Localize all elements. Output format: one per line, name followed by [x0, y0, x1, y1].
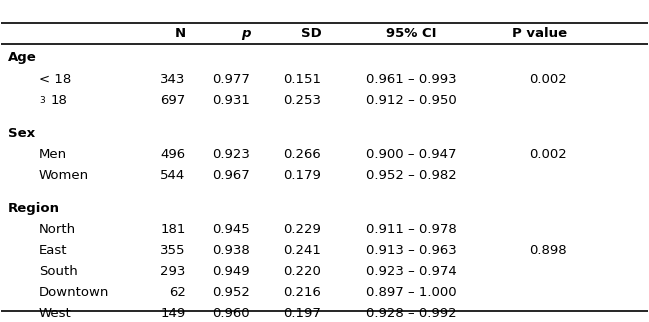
Text: 181: 181: [160, 223, 186, 236]
Text: 343: 343: [160, 72, 186, 86]
Text: 95% CI: 95% CI: [387, 27, 437, 40]
Text: 0.898: 0.898: [529, 244, 567, 257]
Text: N: N: [175, 27, 186, 40]
Text: West: West: [39, 307, 71, 320]
Text: 355: 355: [160, 244, 186, 257]
Text: 62: 62: [169, 286, 186, 299]
Text: 0.949: 0.949: [213, 265, 250, 278]
Text: 149: 149: [160, 307, 186, 320]
Text: 0.266: 0.266: [284, 148, 321, 161]
Text: 0.900 – 0.947: 0.900 – 0.947: [367, 148, 457, 161]
Text: 0.923 – 0.974: 0.923 – 0.974: [367, 265, 457, 278]
Text: 0.151: 0.151: [283, 72, 321, 86]
Text: 18: 18: [51, 94, 67, 107]
Text: 544: 544: [160, 169, 186, 182]
Text: 0.229: 0.229: [284, 223, 321, 236]
Text: 0.961 – 0.993: 0.961 – 0.993: [367, 72, 457, 86]
Text: Region: Region: [8, 202, 60, 215]
Text: 0.253: 0.253: [283, 94, 321, 107]
Text: East: East: [39, 244, 67, 257]
Text: 0.913 – 0.963: 0.913 – 0.963: [367, 244, 457, 257]
Text: Downtown: Downtown: [39, 286, 109, 299]
Text: 0.216: 0.216: [284, 286, 321, 299]
Text: Men: Men: [39, 148, 67, 161]
Text: 293: 293: [160, 265, 186, 278]
Text: p: p: [241, 27, 250, 40]
Text: 697: 697: [160, 94, 186, 107]
Text: 0.952 – 0.982: 0.952 – 0.982: [367, 169, 457, 182]
Text: 0.977: 0.977: [212, 72, 250, 86]
Text: 0.897 – 1.000: 0.897 – 1.000: [367, 286, 457, 299]
Text: 0.241: 0.241: [284, 244, 321, 257]
Text: 496: 496: [160, 148, 186, 161]
Text: < 18: < 18: [39, 72, 71, 86]
Text: 0.197: 0.197: [284, 307, 321, 320]
Text: 0.945: 0.945: [212, 223, 250, 236]
Text: 0.952: 0.952: [212, 286, 250, 299]
Text: 0.960: 0.960: [213, 307, 250, 320]
Text: 0.179: 0.179: [284, 169, 321, 182]
Text: 0.923: 0.923: [212, 148, 250, 161]
Text: 0.938: 0.938: [212, 244, 250, 257]
Text: 0.002: 0.002: [529, 72, 567, 86]
Text: South: South: [39, 265, 78, 278]
Text: 0.928 – 0.992: 0.928 – 0.992: [367, 307, 457, 320]
Text: North: North: [39, 223, 76, 236]
Text: Women: Women: [39, 169, 89, 182]
Text: 0.912 – 0.950: 0.912 – 0.950: [367, 94, 457, 107]
Text: Sex: Sex: [8, 127, 35, 140]
Text: 0.967: 0.967: [212, 169, 250, 182]
Text: 0.931: 0.931: [212, 94, 250, 107]
Text: 0.911 – 0.978: 0.911 – 0.978: [367, 223, 457, 236]
Text: Age: Age: [8, 52, 36, 64]
Text: 0.002: 0.002: [529, 148, 567, 161]
Text: P value: P value: [511, 27, 567, 40]
Text: 3: 3: [39, 96, 45, 105]
Text: 0.220: 0.220: [284, 265, 321, 278]
Text: SD: SD: [300, 27, 321, 40]
